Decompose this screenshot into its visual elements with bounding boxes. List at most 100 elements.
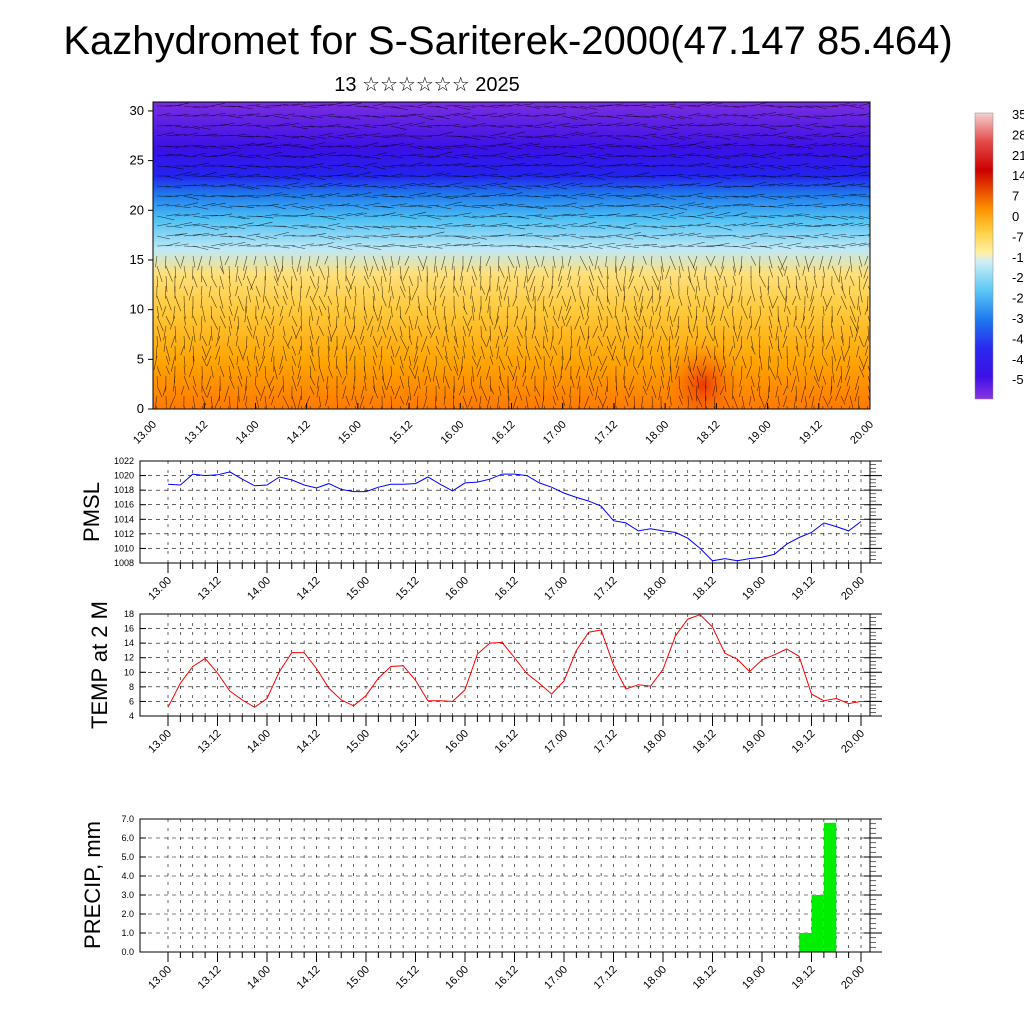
wind-vector: [657, 335, 662, 353]
wind-vector: [588, 225, 606, 229]
wind-vector: [549, 295, 554, 308]
wind-vector: [345, 305, 351, 320]
wind-vector: [300, 385, 303, 401]
wind-vector: [777, 375, 782, 386]
wind-vector: [642, 145, 658, 150]
wind-vector: [703, 265, 707, 281]
wind-vector: [695, 305, 698, 321]
wind-vector: [543, 335, 545, 349]
wind-vector: [273, 255, 280, 273]
wind-vector: [300, 225, 317, 229]
wind-vector: [372, 255, 379, 272]
wind-vector: [345, 193, 359, 197]
wind-vector: [741, 405, 743, 409]
cs-x-tick-label: 13.12: [182, 419, 210, 447]
wind-vector: [408, 211, 426, 217]
wind-vector: [426, 295, 432, 306]
wind-vector: [740, 335, 743, 350]
wind-vector: [795, 325, 803, 339]
wind-vector: [237, 194, 256, 197]
wind-vector: [399, 285, 406, 298]
wind-vector: [658, 385, 662, 401]
wind-vector: [784, 295, 788, 312]
wind-vector: [777, 202, 794, 207]
y-tick-label: 1020: [114, 471, 134, 481]
wind-vector: [478, 395, 482, 409]
wind-vector: [678, 135, 692, 139]
wind-vector: [624, 185, 642, 188]
wind-vector: [713, 395, 716, 408]
wind-vector: [579, 255, 588, 271]
wind-vector: [201, 305, 206, 323]
wind-vector: [516, 153, 530, 157]
wind-vector: [534, 205, 548, 209]
wind-vector: [345, 185, 361, 188]
wind-vector: [655, 295, 662, 312]
wind-vector: [408, 285, 411, 300]
wind-vector: [432, 295, 437, 311]
wind-vector: [849, 395, 854, 409]
wind-vector: [660, 164, 675, 167]
wind-vector: [705, 115, 719, 119]
wind-vector: [334, 345, 338, 358]
wind-vector: [300, 155, 317, 158]
wind-vector: [399, 375, 404, 389]
wind-vector: [277, 265, 284, 281]
wind-vector: [471, 224, 486, 227]
wind-vector: [570, 132, 585, 137]
wind-vector: [309, 153, 324, 157]
wind-vector: [345, 325, 352, 340]
wind-vector: [731, 385, 734, 400]
wind-vector: [504, 325, 509, 338]
wind-vector: [210, 225, 228, 229]
wind-vector: [705, 315, 708, 330]
x-tick-label: 18.00: [641, 964, 669, 992]
wind-vector: [687, 141, 706, 147]
wind-vector: [705, 181, 723, 187]
wind-vector: [354, 184, 368, 187]
wind-vector: [345, 204, 360, 207]
wind-vector: [795, 385, 797, 402]
wind-vector: [750, 134, 769, 137]
wind-vector: [597, 143, 615, 147]
wind-vector: [506, 305, 509, 318]
wind-vector: [669, 285, 675, 300]
wind-vector: [165, 275, 168, 292]
wind-vector: [685, 335, 689, 350]
wind-vector: [714, 335, 719, 348]
wind-vector: [273, 103, 289, 107]
wind-vector: [687, 275, 696, 292]
wind-vector: [453, 112, 470, 117]
wind-vector: [381, 243, 395, 247]
wind-vector: [750, 385, 756, 402]
wind-vector: [633, 172, 650, 177]
wind-vector: [696, 162, 710, 167]
wind-vector: [534, 135, 553, 138]
wind-vector: [156, 295, 163, 311]
wind-vector: [424, 375, 428, 386]
wind-vector: [854, 325, 860, 343]
wind-vector: [822, 235, 839, 240]
wind-vector: [822, 142, 837, 147]
wind-vector: [345, 365, 348, 376]
wind-vector: [660, 154, 677, 157]
wind-vector: [300, 125, 315, 128]
wind-vector: [642, 203, 660, 207]
wind-vector: [624, 155, 638, 158]
wind-vector: [435, 185, 451, 188]
wind-vector: [505, 345, 509, 357]
wind-vector: [255, 235, 269, 240]
wind-vector: [597, 242, 616, 247]
wind-vector: [228, 215, 246, 219]
wind-vector: [858, 174, 870, 177]
wind-vector: [345, 212, 364, 217]
cs-y-tick-label: 15: [130, 252, 144, 267]
wind-vector: [795, 285, 801, 301]
wind-vector: [354, 335, 361, 350]
wind-vector: [696, 275, 700, 291]
wind-vector: [363, 175, 378, 179]
wind-vector: [615, 124, 631, 127]
x-tick-label: 20.00: [839, 575, 867, 603]
wind-vector: [849, 255, 853, 273]
